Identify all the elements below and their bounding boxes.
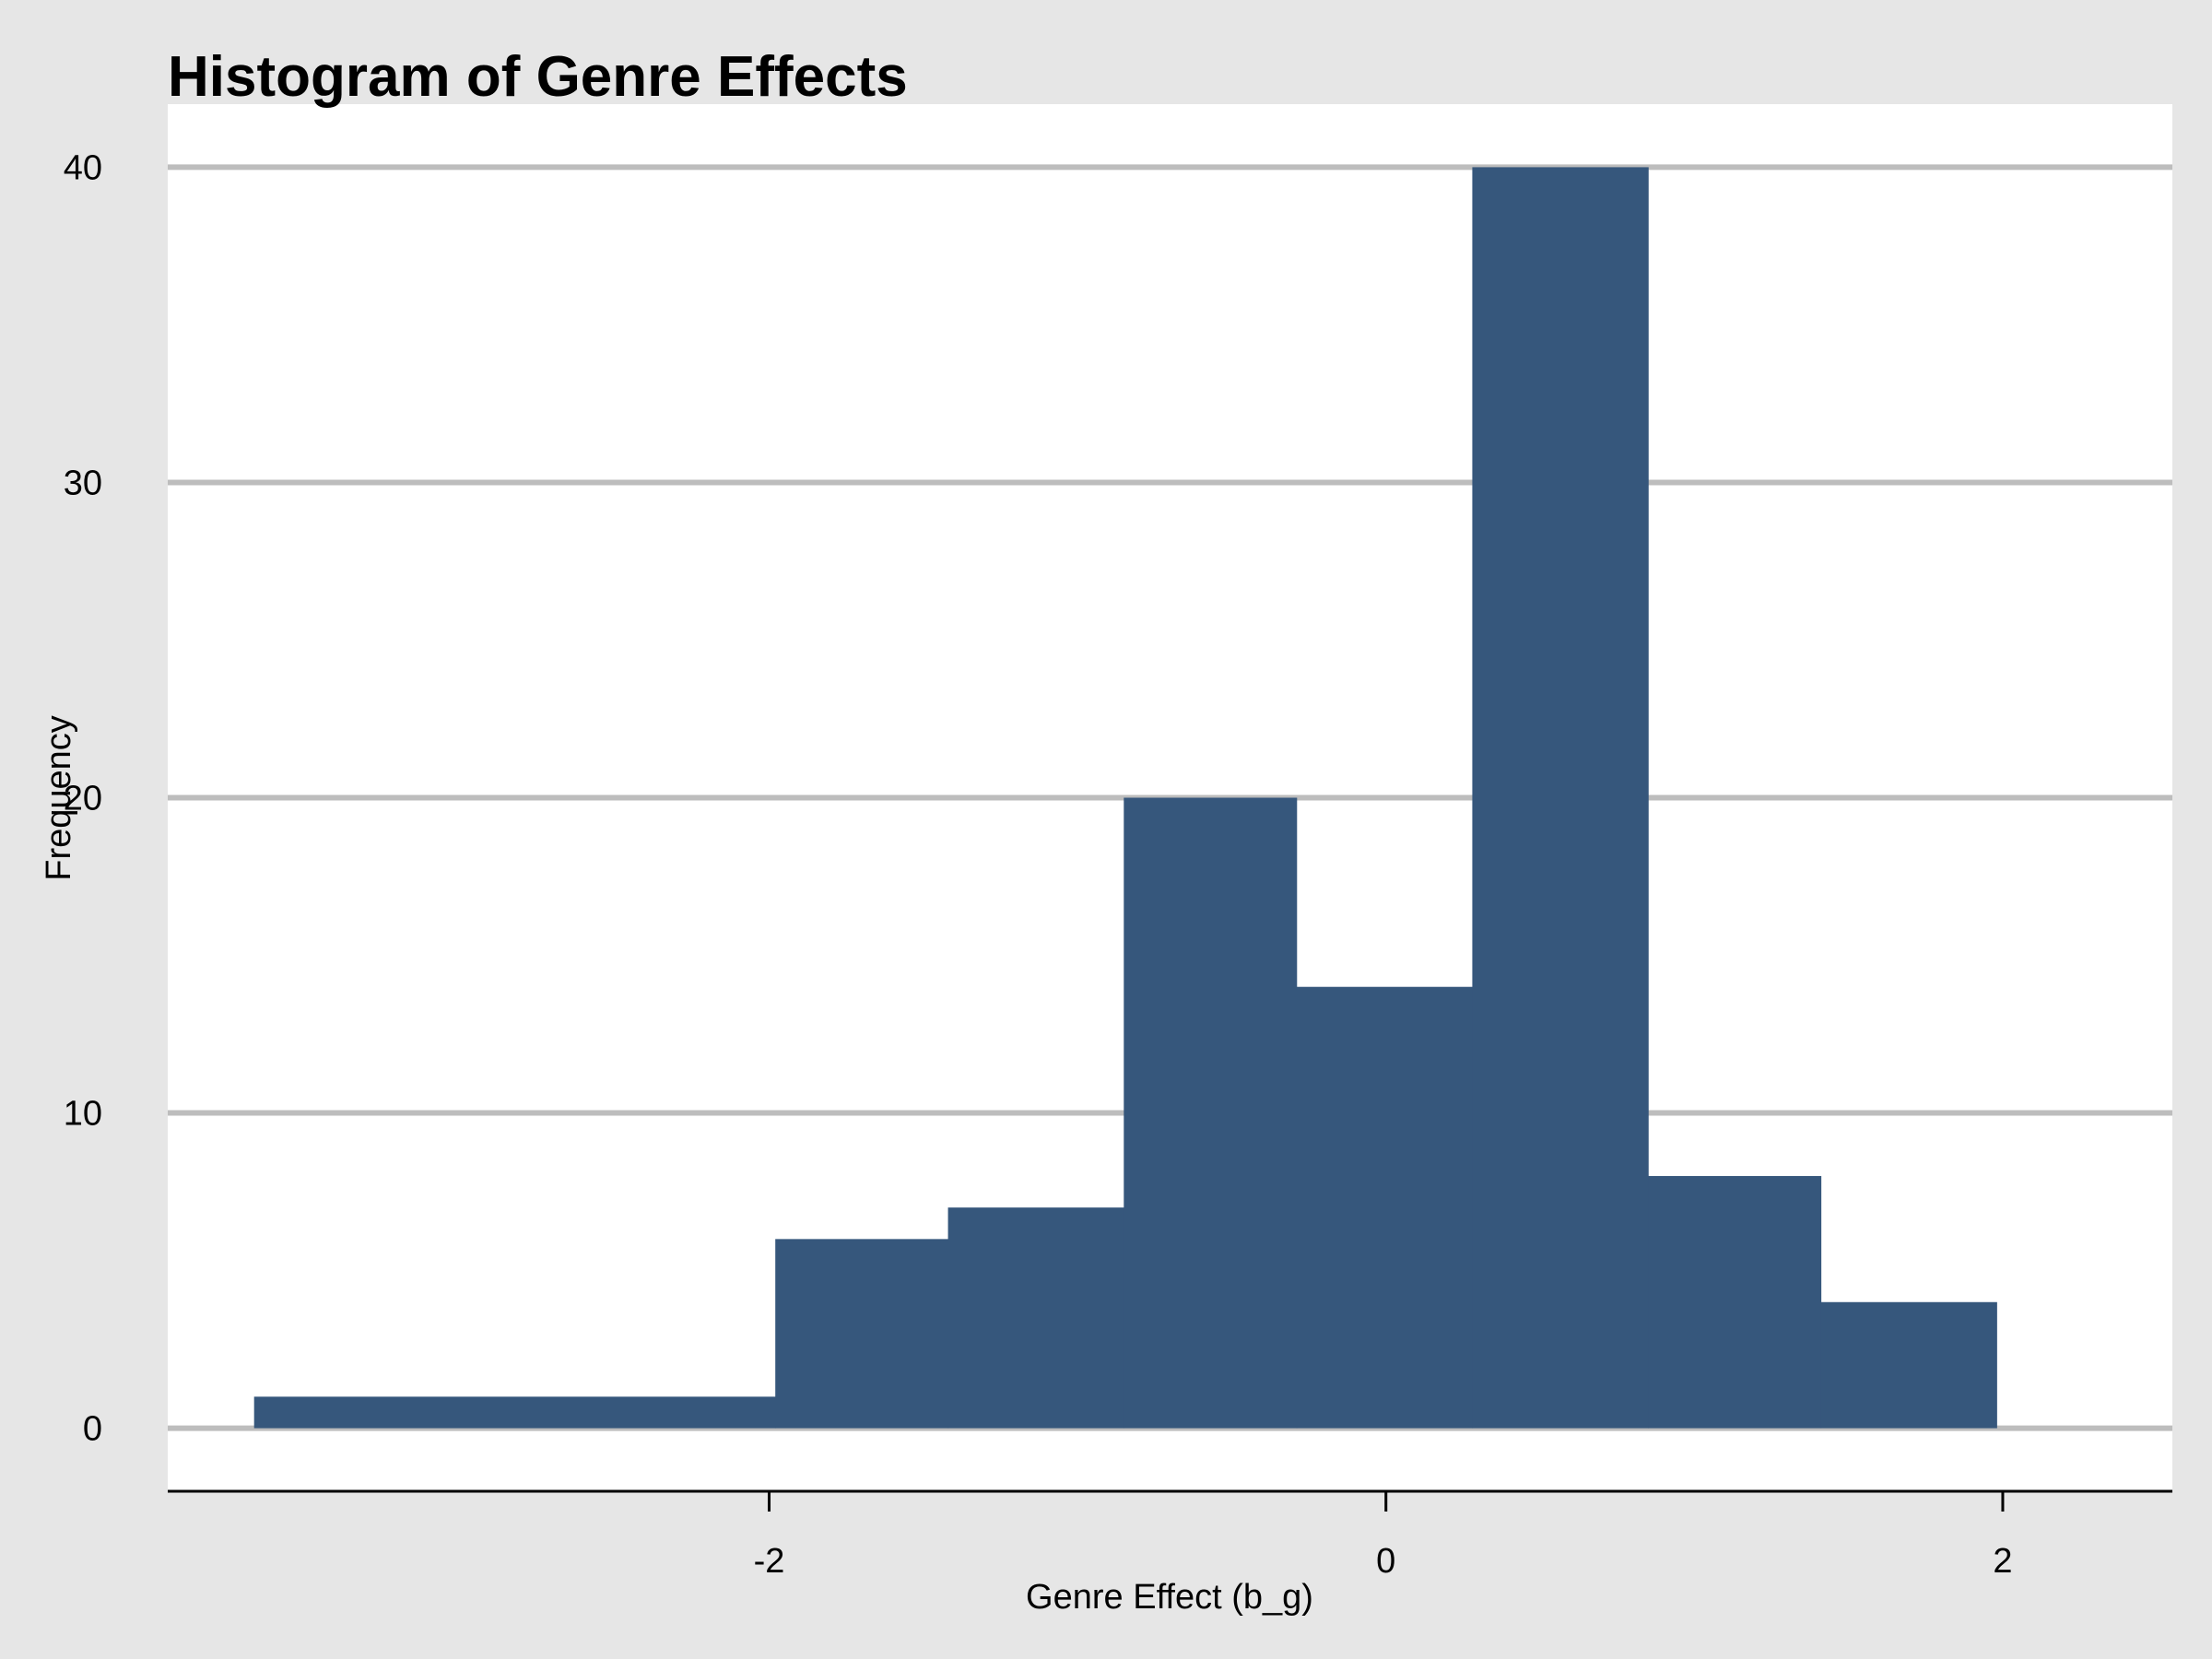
- chart-title: Histogram of Genre Effects: [168, 45, 908, 109]
- histogram-bars: [253, 167, 1997, 1429]
- histogram-bar: [947, 1207, 1124, 1429]
- x-axis-label: Genre Effect (b_g): [1026, 1578, 1313, 1617]
- histogram-bar: [253, 1396, 776, 1429]
- histogram-bar: [1296, 986, 1474, 1429]
- y-tick-label: 30: [64, 464, 102, 502]
- histogram-bar: [1648, 1175, 1822, 1429]
- y-tick-label: 40: [64, 148, 102, 187]
- x-tick-label: 0: [1376, 1542, 1395, 1581]
- x-axis: -2 0 2: [168, 1489, 2172, 1581]
- histogram-bar: [1820, 1301, 1997, 1429]
- y-axis-label: Frequency: [40, 715, 78, 881]
- histogram-bar: [1124, 797, 1298, 1429]
- y-tick-label: 10: [64, 1095, 102, 1134]
- y-tick-label: 20: [64, 780, 102, 818]
- x-tick-label: 2: [1993, 1542, 2012, 1581]
- y-axis-tick-labels: 0 10 20 30 40: [64, 148, 102, 1448]
- histogram-bar: [775, 1239, 949, 1429]
- histogram-bar: [1472, 167, 1649, 1429]
- x-tick-label: -2: [754, 1542, 785, 1581]
- y-tick-label: 0: [83, 1410, 102, 1449]
